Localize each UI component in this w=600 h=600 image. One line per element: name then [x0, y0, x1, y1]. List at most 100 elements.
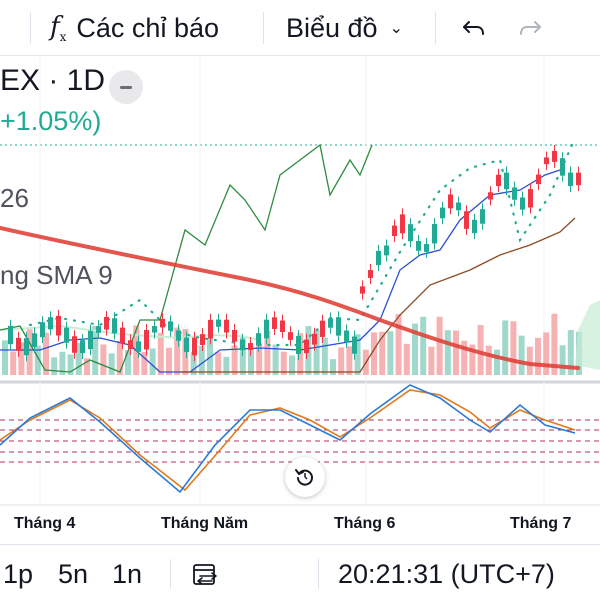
- volume-bar: [371, 332, 377, 375]
- volume-bar: [108, 353, 115, 375]
- time-axis-label: Tháng 4: [14, 515, 76, 532]
- candle-body: [176, 330, 181, 341]
- candle-body: [56, 315, 61, 336]
- candle-body: [224, 319, 229, 333]
- conversion-line: [0, 169, 561, 373]
- collapse-legend-button[interactable]: [109, 70, 143, 104]
- candle-body: [240, 339, 245, 351]
- time-axis-label: Tháng 6: [334, 515, 396, 532]
- interval-button-5n[interactable]: 5n: [58, 559, 89, 589]
- toolbar-divider: [263, 12, 264, 44]
- candle-body: [256, 333, 261, 346]
- volume-bar: [264, 330, 271, 375]
- candle-body: [312, 333, 317, 345]
- candle-body: [192, 337, 197, 356]
- volume-bar: [297, 333, 304, 375]
- bottom-divider: [318, 559, 319, 589]
- candle-body: [568, 172, 573, 187]
- candle-body: [216, 319, 221, 327]
- time-axis-label: Tháng 7: [510, 515, 572, 532]
- volume-bar: [338, 347, 345, 375]
- volume-bar: [346, 346, 353, 375]
- parabolic-sar-dots: [28, 136, 577, 347]
- candle-body: [248, 343, 253, 350]
- candle-body: [576, 172, 581, 186]
- redo-icon[interactable]: [516, 14, 544, 42]
- chart-type-button[interactable]: Biểu đồ ⌄: [286, 0, 403, 56]
- candle-body: [128, 340, 133, 350]
- price-chart[interactable]: [0, 56, 600, 544]
- volume-bar: [551, 313, 558, 375]
- interval-button-1p[interactable]: 1p: [3, 559, 34, 589]
- candle-body: [232, 329, 237, 342]
- candle-body: [432, 223, 437, 244]
- candle-body: [32, 333, 37, 347]
- volume-bar: [387, 331, 394, 375]
- candle-body: [464, 211, 469, 229]
- candle-body: [408, 224, 413, 242]
- candle-body: [8, 325, 13, 345]
- volume-bar: [436, 316, 443, 375]
- candle-body: [552, 151, 557, 162]
- volume-bar: [526, 346, 533, 375]
- candle-body: [272, 317, 277, 329]
- volume-bar: [494, 349, 500, 375]
- candle-body: [560, 158, 565, 176]
- indicators-button[interactable]: fx Các chỉ báo: [50, 0, 219, 56]
- volume-bar: [75, 342, 82, 375]
- volume-bar: [207, 337, 213, 375]
- volume-bar: [223, 356, 230, 375]
- volume-bar: [18, 342, 25, 375]
- volume-bar: [190, 351, 197, 375]
- indicator-value[interactable]: 26: [0, 183, 29, 213]
- candle-body: [344, 330, 349, 342]
- ichimoku-cloud: [575, 300, 600, 370]
- top-toolbar: fx Các chỉ báo Biểu đồ ⌄: [0, 0, 600, 56]
- volume-bar: [469, 344, 476, 375]
- candle-body: [40, 322, 45, 338]
- candle-body: [376, 250, 381, 266]
- candle-body: [304, 339, 309, 354]
- candle-body: [336, 317, 341, 336]
- volume-bar: [420, 316, 427, 375]
- volume-bar: [2, 340, 8, 375]
- volume-bar: [444, 330, 451, 375]
- volume-bar: [198, 345, 205, 375]
- volume-bar: [403, 343, 410, 375]
- interval-button-1n[interactable]: 1n: [112, 559, 143, 589]
- candle-body: [120, 327, 125, 344]
- symbol-legend[interactable]: EX · 1D: [0, 64, 106, 97]
- volume-bar: [395, 314, 402, 375]
- volume-bar: [354, 334, 361, 375]
- undo-icon[interactable]: [460, 14, 488, 42]
- volume-bar: [182, 329, 189, 375]
- volume-bar: [461, 340, 468, 375]
- time-axis-label: Tháng Năm: [161, 515, 249, 532]
- volume-bar: [26, 329, 33, 375]
- candle-body: [200, 334, 205, 345]
- volume-bar: [149, 348, 156, 375]
- candle-body: [208, 319, 213, 339]
- reset-chart-button[interactable]: [285, 457, 325, 497]
- candle-body: [456, 202, 461, 211]
- volume-bar: [215, 352, 222, 375]
- candle-body: [528, 189, 533, 208]
- sma-legend[interactable]: ng SMA 9: [0, 260, 113, 290]
- volume-bar: [10, 351, 17, 375]
- volume-bar: [141, 351, 148, 375]
- volume-bar: [100, 344, 107, 375]
- candle-body: [440, 207, 445, 219]
- candle-body: [320, 320, 325, 337]
- candle-body: [152, 326, 157, 333]
- chevron-down-icon: ⌄: [389, 20, 403, 37]
- clock-timezone[interactable]: 20:21:31 (UTC+7): [338, 559, 555, 589]
- volume-bar: [157, 332, 164, 375]
- candle-body: [72, 336, 77, 353]
- volume-bar: [502, 320, 509, 375]
- sma-long-line: [0, 226, 580, 370]
- bottom-toolbar: 1p 5n 1n 20:21:31 (UTC+7): [0, 544, 600, 600]
- volume-bar: [34, 345, 41, 375]
- chart-type-label: Biểu đồ: [286, 12, 378, 43]
- date-range-swap-icon[interactable]: [192, 562, 220, 588]
- base-line: [180, 217, 576, 373]
